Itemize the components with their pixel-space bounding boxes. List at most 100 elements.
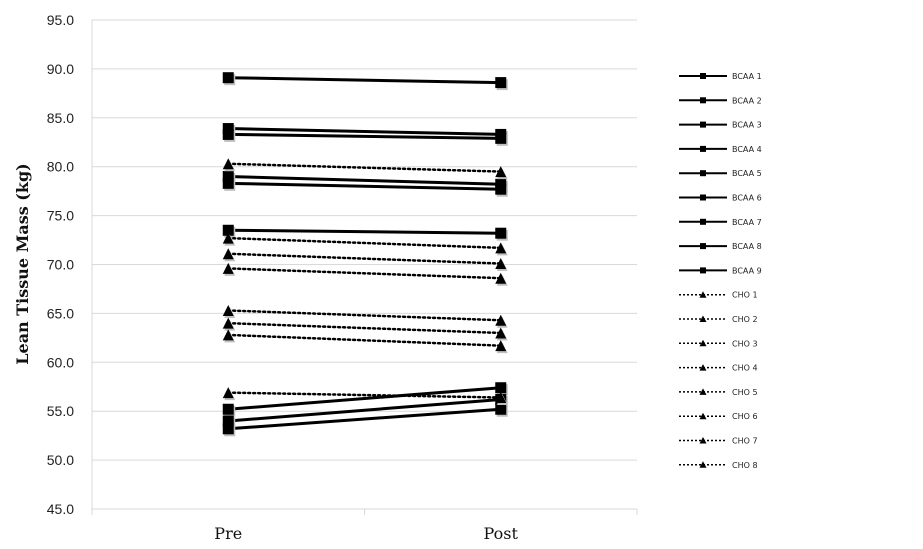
legend-item: CHO 6	[679, 412, 758, 421]
legend-item: BCAA 1	[679, 72, 762, 81]
data-point	[222, 262, 234, 274]
series-line	[228, 397, 501, 423]
series-line	[228, 181, 501, 191]
legend-marker	[700, 97, 706, 104]
legend-item: BCAA 8	[679, 242, 762, 251]
data-point	[222, 72, 234, 84]
data-point	[495, 166, 507, 178]
series-line	[227, 236, 502, 250]
legend-label: CHO 7	[732, 437, 758, 446]
y-tick-label: 75.0	[47, 208, 74, 224]
legend-marker	[700, 145, 706, 152]
legend-item: BCAA 3	[679, 121, 762, 130]
legend: BCAA 1 BCAA 2 BCAA 3 BCAA 4 BCAA 5 BCAA 6 BCAA…	[679, 72, 762, 470]
series-line	[228, 386, 501, 411]
y-tick-label: 95.0	[47, 12, 74, 28]
series-line	[227, 333, 502, 347]
series-line	[228, 127, 501, 136]
data-point	[222, 329, 234, 341]
legend-label: BCAA 8	[732, 242, 762, 251]
series-line	[228, 174, 501, 186]
series-line	[227, 162, 502, 173]
data-point	[222, 415, 234, 427]
data-point	[495, 258, 507, 270]
legend-marker	[699, 437, 707, 444]
legend-marker	[699, 291, 707, 298]
series-cho-7	[222, 329, 508, 354]
legend-label: CHO 6	[732, 412, 758, 421]
series-cho-1	[222, 158, 508, 180]
legend-label: CHO 2	[732, 315, 758, 324]
series-bcaa-5	[222, 177, 508, 197]
series-line	[227, 267, 502, 280]
legend-item: CHO 4	[679, 364, 758, 373]
y-tick-label: 45.0	[47, 501, 74, 517]
legend-label: CHO 8	[732, 461, 758, 470]
legend-label: BCAA 6	[732, 194, 762, 203]
data-point	[495, 382, 507, 394]
legend-marker	[699, 339, 707, 347]
series-cho-3	[222, 248, 508, 272]
data-point	[222, 403, 234, 415]
data-point	[495, 392, 507, 404]
legend-marker	[700, 218, 706, 225]
series-line	[227, 391, 502, 399]
series-bcaa-7	[222, 382, 508, 417]
data-point	[495, 183, 507, 195]
series-bcaa-6	[222, 224, 508, 241]
legend-item: CHO 5	[679, 388, 758, 397]
data-point	[222, 232, 234, 244]
legend-marker	[699, 412, 707, 420]
legend-item: CHO 7	[679, 437, 758, 446]
series-line	[227, 321, 502, 335]
data-point	[495, 132, 507, 144]
legend-label: BCAA 1	[732, 72, 762, 81]
legend-marker	[699, 388, 707, 395]
x-tick-label: Post	[484, 524, 519, 543]
data-point	[222, 317, 234, 329]
data-point	[222, 128, 234, 140]
legend-item: BCAA 2	[679, 96, 762, 105]
series-line	[228, 407, 501, 431]
data-point	[495, 314, 507, 326]
legend-label: CHO 3	[732, 339, 758, 348]
y-axis-label: Lean Tissue Mass (kg)	[13, 163, 32, 364]
legend-marker	[700, 121, 706, 128]
data-point	[495, 272, 507, 284]
y-tick-label: 85.0	[47, 110, 74, 126]
legend-label: CHO 4	[732, 364, 758, 373]
y-tick-label: 55.0	[47, 403, 74, 419]
axes	[91, 20, 638, 515]
legend-item: CHO 2	[679, 315, 758, 324]
data-point	[222, 177, 234, 189]
data-point	[222, 423, 234, 435]
y-tick-label: 90.0	[47, 61, 74, 77]
series-lines	[222, 72, 508, 437]
data-point	[222, 387, 234, 399]
legend-label: BCAA 9	[732, 266, 762, 275]
legend-marker	[700, 170, 706, 177]
legend-marker	[700, 267, 706, 274]
legend-label: BCAA 2	[732, 96, 762, 105]
legend-item: BCAA 6	[679, 194, 762, 203]
y-tick-label: 70.0	[47, 257, 74, 273]
legend-label: BCAA 3	[732, 121, 762, 130]
y-tick-label: 80.0	[47, 159, 74, 175]
data-point	[495, 327, 507, 339]
legend-label: BCAA 5	[732, 169, 762, 178]
legend-marker	[699, 461, 707, 468]
x-axis-ticks: Pre Post	[214, 524, 518, 543]
legend-item: CHO 3	[679, 339, 758, 348]
data-point	[495, 77, 507, 89]
legend-marker	[699, 364, 707, 371]
gridlines	[92, 19, 637, 510]
data-point	[222, 170, 234, 182]
legend-item: CHO 1	[679, 291, 758, 300]
series-bcaa-9	[222, 403, 508, 437]
data-point	[222, 304, 234, 316]
legend-item: BCAA 9	[679, 266, 762, 275]
series-cho-6	[222, 317, 508, 341]
series-line	[228, 132, 501, 140]
x-tick-label: Pre	[214, 524, 242, 543]
